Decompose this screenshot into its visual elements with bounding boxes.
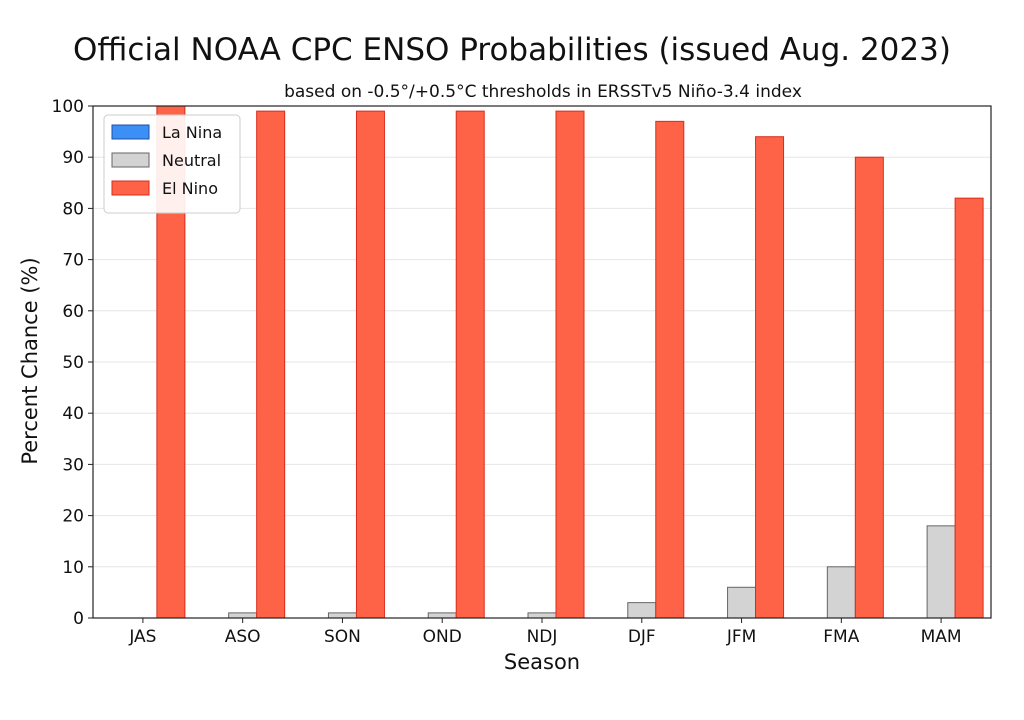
legend-swatch-el-nino: [111, 180, 150, 196]
y-tick-label: 60: [62, 302, 84, 322]
x-tick-label: SON: [324, 627, 361, 647]
chart-title: Official NOAA CPC ENSO Probabilities (is…: [73, 32, 951, 68]
bar-neutral-son: [327, 612, 357, 619]
x-tick-label: JAS: [128, 627, 156, 647]
chart-subtitle: based on -0.5°/+0.5°C thresholds in ERSS…: [284, 82, 802, 102]
bar-el-nino-mam: [954, 197, 984, 619]
y-tick-label: 50: [62, 353, 84, 373]
legend-swatch-la-nina: [111, 124, 150, 140]
x-tick-label: DJF: [628, 627, 656, 647]
y-tick-label: 20: [62, 507, 84, 527]
bar-el-nino-djf: [655, 120, 685, 619]
y-tick-label: 80: [62, 199, 84, 219]
bar-neutral-ndj: [527, 612, 557, 619]
bar-el-nino-fma: [854, 156, 884, 619]
x-axis-label: Season: [503, 650, 581, 674]
legend-swatch-neutral: [111, 152, 150, 168]
bar-el-nino-ndj: [555, 110, 585, 619]
y-tick-label: 30: [62, 455, 84, 475]
legend-label-la-nina: La Nina: [162, 123, 222, 142]
x-tick-label: ASO: [225, 627, 261, 647]
x-tick-label: FMA: [823, 627, 859, 647]
plot-frame: [92, 105, 992, 619]
y-tick-label: 90: [62, 148, 84, 168]
y-tick-label: 70: [62, 251, 84, 271]
legend-label-el-nino: El Nino: [162, 179, 218, 198]
bar-neutral-ond: [427, 612, 457, 619]
x-tick-label: NDJ: [527, 627, 558, 647]
bar-el-nino-son: [355, 110, 385, 619]
y-tick-label: 10: [62, 558, 84, 578]
x-tick-label: OND: [423, 627, 462, 647]
bar-neutral-aso: [228, 612, 258, 619]
x-tick-label: JFM: [726, 627, 756, 647]
bar-neutral-djf: [627, 602, 657, 619]
bar-el-nino-ond: [455, 110, 485, 619]
legend-label-neutral: Neutral: [162, 151, 221, 170]
bar-neutral-fma: [826, 566, 856, 619]
y-tick-label: 40: [62, 404, 84, 424]
y-tick-label: 0: [73, 609, 84, 629]
bar-el-nino-aso: [256, 110, 286, 619]
y-tick-label: 100: [52, 97, 84, 117]
bar-el-nino-jfm: [755, 136, 785, 619]
bar-neutral-mam: [926, 525, 956, 619]
bar-neutral-jfm: [727, 586, 757, 619]
x-tick-label: MAM: [921, 627, 962, 647]
